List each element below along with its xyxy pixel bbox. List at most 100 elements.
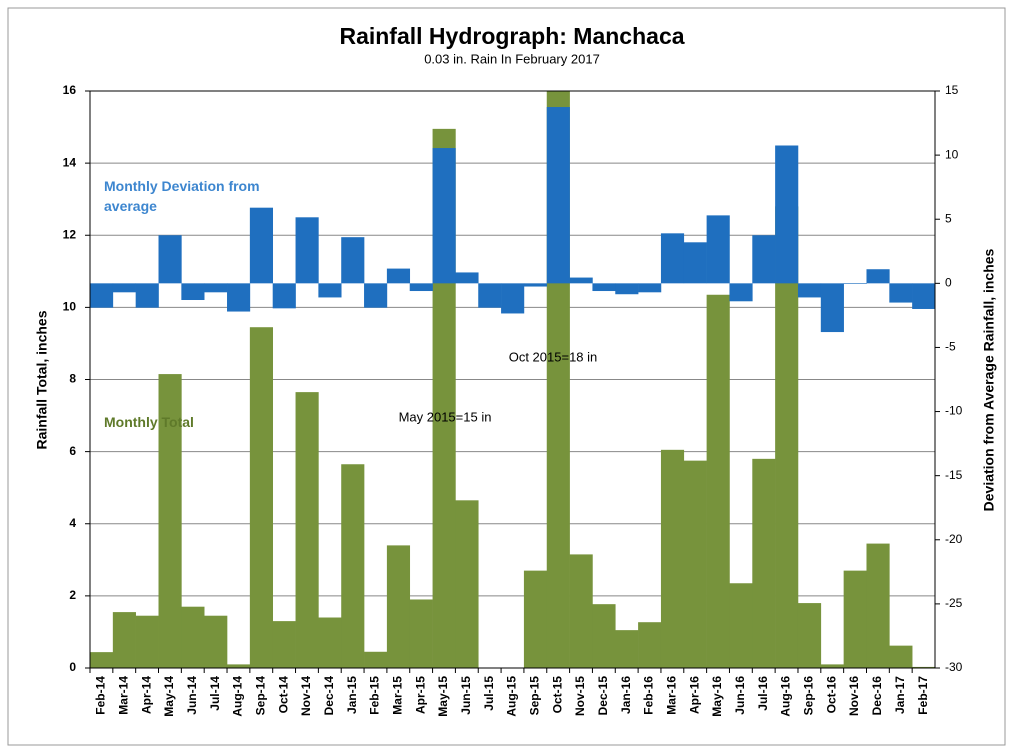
y-tick-label: 14	[63, 155, 77, 169]
chart-subtitle: 0.03 in. Rain In February 2017	[424, 51, 600, 66]
bar	[112, 612, 136, 668]
bar	[706, 215, 730, 284]
legend-entry: Monthly Deviation from average	[104, 178, 260, 214]
x-tick-label: Oct-15	[550, 676, 564, 714]
x-tick-label: Jul-16	[756, 676, 770, 711]
annotation: Oct 2015=18 in	[509, 349, 598, 364]
bar	[615, 630, 639, 668]
annotation: May 2015=15 in	[399, 409, 492, 424]
x-tick-label: Aug-15	[505, 676, 519, 717]
bar	[729, 283, 753, 302]
x-tick-label: Mar-15	[390, 676, 404, 715]
bar	[364, 651, 388, 668]
bar	[158, 235, 182, 284]
bar	[478, 283, 502, 308]
bar	[889, 283, 913, 303]
x-tick-label: Jul-14	[208, 676, 222, 711]
bar	[866, 543, 890, 668]
x-tick-label: Aug-16	[779, 676, 793, 717]
x-tick-label: Apr-15	[413, 676, 427, 714]
bar	[249, 207, 274, 284]
bar	[272, 621, 296, 668]
bar	[455, 500, 479, 668]
x-tick-label: May-14	[162, 676, 176, 717]
x-tick-label: Dec-16	[870, 676, 884, 716]
x-tick-label: Mar-16	[665, 676, 679, 715]
bar	[204, 283, 228, 293]
bar	[797, 603, 822, 668]
x-tick-label: Feb-17	[916, 676, 930, 715]
x-tick-label: Sep-16	[802, 676, 816, 716]
x-tick-label: Feb-15	[368, 676, 382, 715]
bar	[409, 283, 433, 292]
x-tick-label: Apr-16	[687, 676, 701, 714]
bar	[683, 460, 707, 668]
x-tick-label: Jan-17	[893, 676, 907, 714]
x-tick-label: Oct-14	[276, 676, 290, 714]
bar	[523, 570, 548, 668]
x-tick-label: Feb-14	[94, 676, 108, 715]
bar	[843, 283, 867, 284]
bar	[660, 449, 685, 668]
x-tick-label: Apr-14	[139, 676, 153, 714]
x-tick-label: Aug-14	[231, 676, 245, 717]
y2-tick-label: -15	[945, 468, 963, 482]
x-tick-label: May-15	[436, 676, 450, 717]
bar	[775, 145, 799, 284]
bar	[592, 283, 616, 292]
bar	[866, 269, 890, 284]
x-tick-label: Jan-16	[619, 676, 633, 714]
y2-tick-label: -25	[945, 596, 963, 610]
bar	[501, 283, 525, 314]
bar	[135, 615, 159, 668]
bar	[432, 148, 456, 284]
bar	[775, 206, 799, 668]
x-tick-label: Sep-14	[253, 676, 267, 716]
bar	[409, 599, 433, 668]
x-tick-label: Dec-15	[596, 676, 610, 716]
bar	[249, 327, 274, 668]
y-tick-label: 2	[69, 588, 76, 602]
bar	[660, 233, 685, 284]
bar	[318, 617, 342, 668]
bar	[569, 277, 593, 284]
bar	[227, 664, 251, 668]
legend-entry: Monthly Total	[104, 414, 194, 430]
y-tick-label: 4	[69, 516, 76, 530]
x-tick-label: Nov-14	[299, 676, 313, 716]
bar	[318, 283, 342, 298]
y2-tick-label: -10	[945, 404, 963, 418]
y-axis-label: Rainfall Total, inches	[34, 310, 50, 449]
bar	[683, 242, 707, 284]
y2-tick-label: 5	[945, 211, 952, 225]
y-tick-label: 12	[63, 227, 77, 241]
bar	[364, 283, 388, 308]
bar	[158, 374, 182, 668]
x-tick-label: Jun-15	[459, 676, 473, 715]
bar	[135, 283, 159, 308]
bar	[204, 615, 228, 668]
y2-tick-label: 15	[945, 83, 959, 97]
x-tick-label: Feb-16	[642, 676, 656, 715]
bar	[592, 604, 616, 668]
x-tick-label: Jun-16	[733, 676, 747, 715]
bar	[569, 554, 593, 668]
bar	[90, 283, 114, 308]
y2-tick-label: 0	[945, 276, 952, 290]
bar	[820, 283, 844, 333]
bar	[729, 583, 753, 668]
x-tick-label: Mar-14	[116, 676, 130, 715]
x-tick-label: May-16	[710, 676, 724, 717]
bar	[386, 268, 411, 284]
bar	[752, 235, 776, 284]
bar	[546, 107, 570, 284]
y2-tick-label: -30	[945, 660, 963, 674]
x-tick-label: Jun-14	[185, 676, 199, 715]
bar	[820, 664, 844, 668]
x-tick-label: Nov-16	[847, 676, 861, 716]
y2-tick-label: -20	[945, 532, 963, 546]
bars	[90, 91, 935, 668]
x-tick-label: Jul-15	[482, 676, 496, 711]
